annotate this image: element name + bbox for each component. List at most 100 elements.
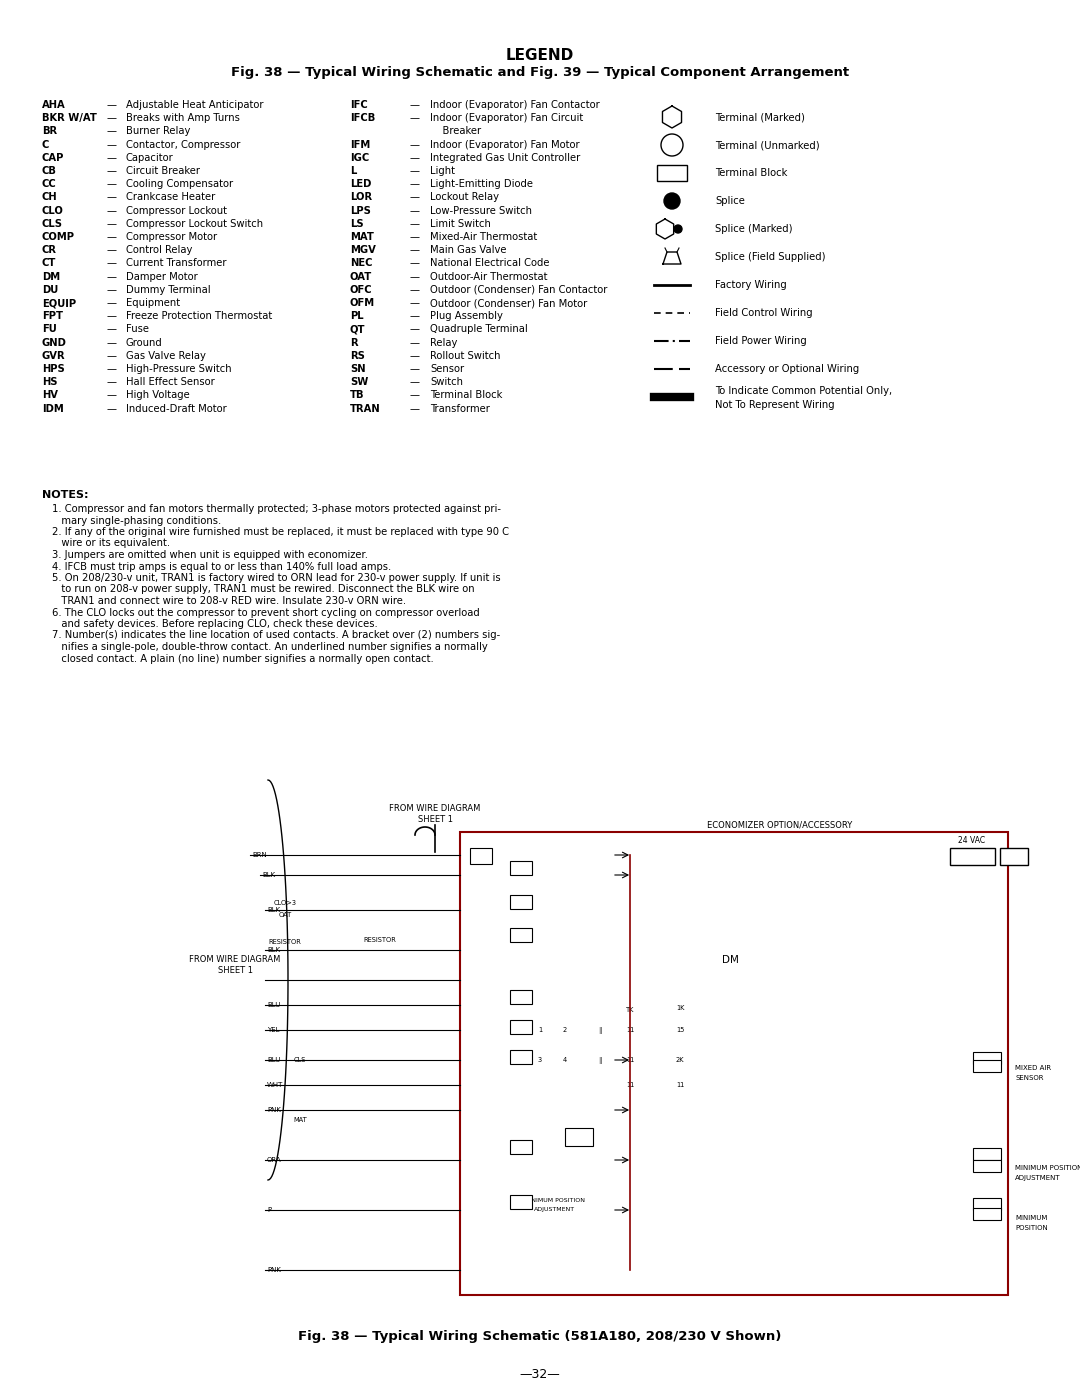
Text: Burner Relay: Burner Relay xyxy=(126,126,190,137)
Text: LPS: LPS xyxy=(350,205,370,215)
Text: BLU: BLU xyxy=(267,1058,281,1063)
Text: 2: 2 xyxy=(563,1027,567,1032)
Text: BRN: BRN xyxy=(252,852,267,858)
Text: —: — xyxy=(410,166,420,176)
Text: nifies a single-pole, double-throw contact. An underlined number signifies a nor: nifies a single-pole, double-throw conta… xyxy=(52,643,488,652)
Text: TRAN1 and connect wire to 208-v RED wire. Insulate 230-v ORN wire.: TRAN1 and connect wire to 208-v RED wire… xyxy=(52,597,406,606)
Text: —: — xyxy=(107,193,117,203)
Text: Light: Light xyxy=(430,166,455,176)
Text: Ground: Ground xyxy=(126,338,163,348)
Text: Breaker: Breaker xyxy=(430,126,481,137)
Text: OFM: OFM xyxy=(350,298,375,307)
Text: 1. Compressor and fan motors thermally protected; 3-phase motors protected again: 1. Compressor and fan motors thermally p… xyxy=(52,504,501,514)
Text: HS: HS xyxy=(42,377,57,387)
Text: —: — xyxy=(107,152,117,163)
Text: Terminal (Unmarked): Terminal (Unmarked) xyxy=(715,140,820,149)
Text: Not To Represent Wiring: Not To Represent Wiring xyxy=(715,400,835,409)
Text: 2. If any of the original wire furnished must be replaced, it must be replaced w: 2. If any of the original wire furnished… xyxy=(52,527,509,536)
Text: Splice (Marked): Splice (Marked) xyxy=(715,224,793,235)
Text: MINIMUM POSITION: MINIMUM POSITION xyxy=(525,1197,585,1203)
Text: High Voltage: High Voltage xyxy=(126,390,190,401)
Text: Field Power Wiring: Field Power Wiring xyxy=(715,337,807,346)
Text: HV: HV xyxy=(42,390,58,401)
Text: —: — xyxy=(410,338,420,348)
Text: RESISTOR: RESISTOR xyxy=(269,939,301,944)
Polygon shape xyxy=(657,219,674,239)
Text: FROM WIRE DIAGRAM: FROM WIRE DIAGRAM xyxy=(189,956,281,964)
Text: ADJUSTMENT: ADJUSTMENT xyxy=(535,1207,576,1213)
Bar xyxy=(510,1194,532,1208)
Text: Compressor Motor: Compressor Motor xyxy=(126,232,217,242)
Text: POSITION: POSITION xyxy=(1015,1225,1048,1231)
Bar xyxy=(510,928,532,942)
Text: BLU: BLU xyxy=(267,1002,281,1009)
Bar xyxy=(510,1140,532,1154)
Text: L: L xyxy=(350,166,356,176)
Text: 11: 11 xyxy=(676,1083,684,1088)
Text: Breaks with Amp Turns: Breaks with Amp Turns xyxy=(126,113,240,123)
Text: CH: CH xyxy=(42,193,57,203)
Text: R: R xyxy=(350,338,357,348)
Text: WHT: WHT xyxy=(267,1083,283,1088)
Bar xyxy=(973,1199,1001,1210)
Text: NOTES:: NOTES: xyxy=(42,490,89,500)
Text: Freeze Protection Thermostat: Freeze Protection Thermostat xyxy=(126,312,272,321)
Text: 24 VAC: 24 VAC xyxy=(958,835,986,845)
Text: P1: P1 xyxy=(516,865,525,870)
Text: —: — xyxy=(107,179,117,189)
Text: CLS: CLS xyxy=(42,219,63,229)
Text: —: — xyxy=(410,246,420,256)
Text: —: — xyxy=(410,205,420,215)
Text: Contactor, Compressor: Contactor, Compressor xyxy=(126,140,241,149)
Text: Plug Assembly: Plug Assembly xyxy=(430,312,503,321)
Text: CT: CT xyxy=(42,258,56,268)
Text: LOR: LOR xyxy=(350,193,373,203)
Text: 3: 3 xyxy=(538,1058,542,1063)
Text: —: — xyxy=(107,390,117,401)
Text: —: — xyxy=(107,338,117,348)
Text: 5: 5 xyxy=(518,995,523,1000)
Text: P: P xyxy=(267,1207,271,1213)
Text: —: — xyxy=(410,351,420,360)
Text: Compressor Lockout Switch: Compressor Lockout Switch xyxy=(126,219,264,229)
Text: TR: TR xyxy=(476,854,486,859)
Text: PNK: PNK xyxy=(267,1267,281,1273)
Text: 4: 4 xyxy=(518,1053,523,1060)
Text: Fig. 38 — Typical Wiring Schematic (581A180, 208/230 V Shown): Fig. 38 — Typical Wiring Schematic (581A… xyxy=(298,1330,782,1343)
Text: P1: P1 xyxy=(983,1151,990,1157)
Text: 11: 11 xyxy=(626,1027,634,1032)
Text: MGV: MGV xyxy=(350,246,376,256)
Text: BKR W/AT: BKR W/AT xyxy=(42,113,97,123)
Text: SHEET 1: SHEET 1 xyxy=(418,814,453,824)
Text: SW: SW xyxy=(350,377,368,387)
Text: YEL: YEL xyxy=(267,1027,280,1032)
Text: Quadruple Terminal: Quadruple Terminal xyxy=(430,324,528,334)
Text: —: — xyxy=(410,232,420,242)
Text: OAT: OAT xyxy=(350,271,373,282)
Text: Transformer: Transformer xyxy=(430,404,490,414)
Text: Cooling Compensator: Cooling Compensator xyxy=(126,179,233,189)
Text: —: — xyxy=(107,205,117,215)
Text: HPS: HPS xyxy=(42,365,65,374)
Text: Induced-Draft Motor: Induced-Draft Motor xyxy=(126,404,227,414)
Bar xyxy=(565,1127,593,1146)
Text: Adjustable Heat Anticipator: Adjustable Heat Anticipator xyxy=(126,101,264,110)
Text: CR: CR xyxy=(42,246,57,256)
Text: Outdoor (Condenser) Fan Contactor: Outdoor (Condenser) Fan Contactor xyxy=(430,285,607,295)
Text: —: — xyxy=(107,404,117,414)
Text: —: — xyxy=(410,390,420,401)
Text: IGC: IGC xyxy=(350,152,369,163)
Bar xyxy=(470,848,492,863)
Text: —: — xyxy=(410,101,420,110)
Text: T: T xyxy=(518,1144,523,1150)
Text: TR1: TR1 xyxy=(1008,854,1020,859)
Bar xyxy=(973,1060,1001,1071)
Text: TK: TK xyxy=(625,1007,634,1013)
Text: Terminal Block: Terminal Block xyxy=(715,168,787,177)
Text: —: — xyxy=(107,246,117,256)
Text: ECONOMIZER OPTION/ACCESSORY: ECONOMIZER OPTION/ACCESSORY xyxy=(707,820,852,828)
Bar xyxy=(510,990,532,1004)
Text: Control Relay: Control Relay xyxy=(126,246,192,256)
Text: 15: 15 xyxy=(676,1027,685,1032)
Text: GND: GND xyxy=(42,338,67,348)
